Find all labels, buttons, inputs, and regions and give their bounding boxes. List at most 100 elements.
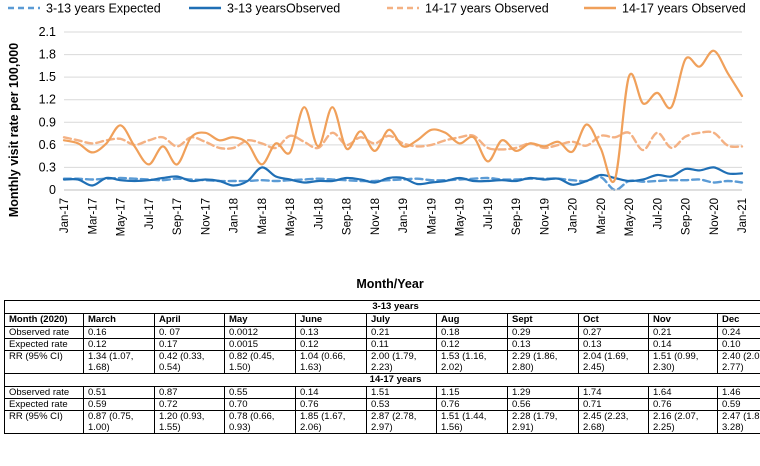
table-cell: 0.87	[154, 386, 225, 399]
table-row: Expected rate 0.12 0.17 0.0015 0.12 0.11 0.12 0…	[4, 338, 760, 351]
table-cell: 1.34 (1.07, 1.68)	[83, 350, 155, 374]
x-axis-ticks: Jan-17 Mar-17 May-17 Jul-17 Sep-17 Nov-17 Jan-…	[59, 198, 749, 236]
table-cell: 0.76	[648, 398, 718, 411]
x-tick-label: Mar-18	[257, 198, 269, 234]
y-axis-ticks: 0 0.3 0.6 0.9 1.2 1.5 1.8 2.1	[39, 25, 56, 197]
table-cell: 0.13	[507, 338, 579, 351]
table-cell: 0.0012	[224, 326, 296, 339]
table-section-row: 3-13 years	[3, 300, 760, 314]
table-cell: 0.24	[716, 326, 760, 339]
table-header-cell: Dec	[716, 313, 760, 327]
table-cell: 2.28 (1.79, 2.91)	[507, 410, 579, 434]
table-cell: Expected rate	[4, 338, 84, 351]
table-cell: 1.20 (0.93, 1.55)	[154, 410, 225, 434]
table-cell: 0.13	[295, 326, 367, 339]
y-tick-label: 0.3	[39, 160, 56, 174]
x-tick-label: Jul-20	[652, 198, 664, 229]
results-table-wrapper: 3-13 years Month (2020) March April May June J…	[3, 300, 760, 434]
x-tick-label: Jul-18	[313, 198, 325, 229]
table-cell: 0.76	[436, 398, 508, 411]
table-cell: 0. 07	[154, 326, 225, 339]
table-cell: 0.55	[224, 386, 296, 399]
y-tick-label: 1.5	[39, 70, 56, 84]
table-cell: 0.82 (0.45, 1.50)	[224, 350, 296, 374]
table-cell: 1.46	[716, 386, 760, 399]
table-header-cell: Nov	[648, 313, 718, 327]
table-cell: 0.78 (0.66, 0.93)	[224, 410, 296, 434]
series-line-4-14-17-years-observed	[62, 49, 744, 184]
x-tick-label: May-20	[624, 198, 636, 236]
table-cell: RR (95% CI)	[4, 410, 84, 434]
x-tick-label: Nov-19	[539, 198, 551, 235]
table-cell: 0.13	[578, 338, 649, 351]
table-header-cell: Month (2020)	[4, 313, 84, 327]
x-tick-label: Jan-18	[229, 198, 241, 233]
table-cell: Expected rate	[4, 398, 84, 411]
x-tick-label: Jul-19	[483, 198, 495, 229]
x-tick-label: Sep-20	[681, 198, 693, 235]
table-row: Month (2020) March April May June July Aug Sept…	[4, 313, 760, 327]
x-tick-label: Nov-18	[370, 198, 382, 235]
x-tick-label: May-17	[116, 198, 128, 236]
table-cell: 0.56	[507, 398, 579, 411]
table-cell: 0.71	[578, 398, 649, 411]
table-cell: 0.18	[436, 326, 508, 339]
table-cell: 2.47 (1.86, 3.28)	[716, 410, 760, 434]
legend-label: 14-17 years Observed	[622, 2, 746, 16]
x-tick-label: Sep-18	[342, 198, 354, 235]
table-cell: 0.76	[295, 398, 367, 411]
table-header-cell: Sept	[507, 313, 579, 327]
table-cell: 2.87 (2.78, 2.97)	[366, 410, 437, 434]
table-cell: 0.14	[295, 386, 367, 399]
table-row: Observed rate 0.51 0.87 0.55 0.14 1.51 1.15 1.2…	[4, 386, 760, 399]
table-cell: 0.17	[154, 338, 225, 351]
table-section-title: 14-17 years	[3, 373, 760, 387]
table-header-cell: Aug	[436, 313, 508, 327]
table-section-row: 14-17 years	[3, 373, 760, 387]
y-tick-label: 0	[49, 183, 56, 197]
table-cell: 1.85 (1.67, 2.06)	[295, 410, 367, 434]
table-cell: 2.16 (2.07, 2.25)	[648, 410, 718, 434]
x-tick-label: Mar-17	[87, 198, 99, 234]
x-tick-label: Jan-21	[737, 198, 749, 233]
legend-label: 3-13 yearsObserved	[227, 2, 340, 16]
y-tick-label: 1.8	[39, 48, 56, 62]
y-tick-label: 1.2	[39, 93, 56, 107]
table-cell: 0.12	[436, 338, 508, 351]
chart-series	[62, 49, 744, 192]
results-table-body: 3-13 years Month (2020) March April May June J…	[3, 300, 760, 434]
chart-legend: 3-13 years Expected 3-13 yearsObserved 14-…	[8, 2, 746, 16]
x-tick-label: May-18	[285, 198, 297, 236]
x-tick-label: Jan-19	[398, 198, 410, 233]
table-header-cell: June	[295, 313, 367, 327]
table-section-title: 3-13 years	[3, 300, 760, 314]
table-cell: 1.51 (0.99, 2.30)	[648, 350, 718, 374]
x-axis-label: Month/Year	[356, 277, 424, 291]
table-cell: 2.45 (2.23, 2.68)	[578, 410, 649, 434]
table-cell: 1.04 (0.66, 1.63)	[295, 350, 367, 374]
series-line-2-3-13-yearsobserved	[62, 166, 744, 187]
table-row: RR (95% CI) 0.87 (0.75, 1.00) 1.20 (0.93, …	[4, 410, 760, 434]
x-tick-label: May-19	[455, 198, 467, 236]
table-cell: 0.27	[578, 326, 649, 339]
table-cell: 0.12	[83, 338, 155, 351]
table-cell: 1.53 (1.16, 2.02)	[436, 350, 508, 374]
table-row: RR (95% CI) 1.34 (1.07, 1.68) 0.42 (0.33, …	[4, 350, 760, 374]
table-cell: 1.51	[366, 386, 437, 399]
table-cell: 1.64	[648, 386, 718, 399]
x-tick-label: Sep-17	[172, 198, 184, 235]
table-header-cell: Oct	[578, 313, 649, 327]
y-axis-label: Monthly visit rate per 100,000	[7, 43, 21, 217]
x-tick-label: Nov-17	[200, 198, 212, 235]
table-cell: 0.29	[507, 326, 579, 339]
y-tick-label: 0.6	[39, 138, 56, 152]
table-header-cell: March	[83, 313, 155, 327]
table-cell: Observed rate	[4, 326, 84, 339]
table-header-cell: May	[224, 313, 296, 327]
x-tick-label: Mar-19	[426, 198, 438, 234]
table-cell: 0.10	[716, 338, 760, 351]
table-cell: 2.00 (1.79, 2.23)	[366, 350, 437, 374]
table-cell: 0.42 (0.33, 0.54)	[154, 350, 225, 374]
series-line-3-14-17-years-observed	[62, 130, 744, 152]
table-cell: 0.70	[224, 398, 296, 411]
